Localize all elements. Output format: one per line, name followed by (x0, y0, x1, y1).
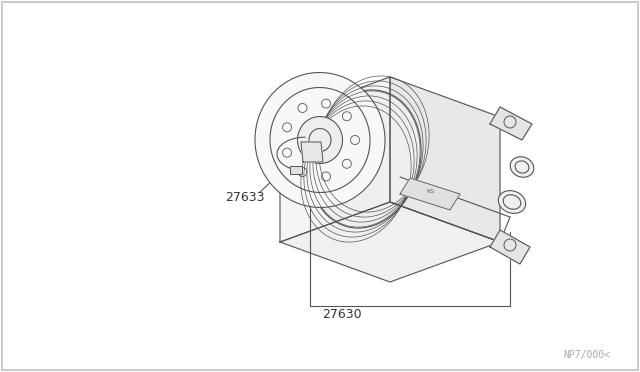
Ellipse shape (309, 90, 421, 228)
Ellipse shape (275, 99, 346, 179)
Text: KS: KS (426, 189, 434, 193)
Text: NP7/000<: NP7/000< (563, 350, 610, 360)
Polygon shape (280, 77, 390, 242)
Ellipse shape (499, 190, 525, 214)
Polygon shape (490, 107, 532, 140)
Polygon shape (280, 202, 500, 282)
Text: 27633: 27633 (225, 190, 264, 203)
Ellipse shape (298, 116, 342, 163)
Text: 27630: 27630 (322, 308, 362, 321)
Polygon shape (390, 77, 500, 242)
Polygon shape (490, 230, 530, 264)
Ellipse shape (255, 73, 385, 208)
Polygon shape (301, 142, 323, 162)
Polygon shape (400, 178, 460, 210)
Bar (291, 166, 302, 174)
Ellipse shape (510, 157, 534, 177)
